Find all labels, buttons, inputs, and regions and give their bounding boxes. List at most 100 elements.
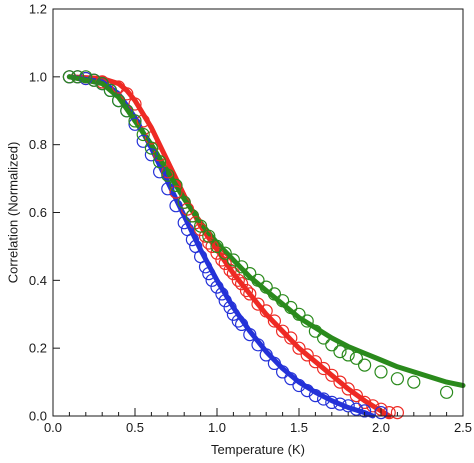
data-point-1 [128,117,142,131]
data-point-1 [267,356,281,370]
data-point-1 [198,260,213,274]
data-point-0 [202,236,216,250]
data-point-2 [243,267,257,281]
data-point-2 [136,127,150,142]
data-point-1 [231,314,245,328]
data-point-0 [218,256,232,270]
data-point-2 [341,348,355,362]
data-point-2 [226,253,240,267]
data-point-1 [358,404,372,418]
data-point-0 [210,246,224,260]
data-point-1 [276,365,290,379]
data-point-0 [284,331,298,345]
data-point-0 [382,406,396,420]
data-point-2 [103,83,118,98]
data-point-2 [333,345,347,359]
data-point-0 [136,114,150,128]
y-tick-label: 0.2 [29,341,47,356]
fit-line-0 [66,74,392,419]
data-point-0 [325,368,339,382]
data-point-1 [341,399,355,413]
data-point-0 [358,395,372,409]
y-tick-label: 1.2 [29,2,47,17]
data-point-2 [349,351,363,365]
data-point-1 [205,273,219,287]
data-point-1 [284,372,298,386]
data-point-2 [235,260,249,274]
y-tick-label: 0.0 [29,409,47,424]
data-point-0 [120,87,134,101]
data-point-1 [153,165,167,179]
data-point-0 [341,382,355,396]
data-point-1 [374,406,388,420]
data-point-1 [317,392,331,406]
data-point-0 [292,341,306,355]
fit-line-2 [66,74,466,388]
x-tick-label: 2.5 [454,420,472,435]
data-point-0 [231,273,245,287]
x-axis-label: Temperature (K) [211,442,305,457]
data-point-0 [169,185,183,199]
data-point-0 [317,361,331,376]
data-point-0 [349,389,363,403]
plot-frame [52,8,464,417]
data-point-1 [177,216,191,230]
data-point-2 [374,365,388,379]
data-point-2 [153,155,167,169]
data-point-1 [218,294,232,308]
data-point-2 [87,73,101,87]
data-point-2 [317,331,331,345]
data-point-0 [251,297,265,311]
data-point-2 [267,287,281,301]
data-point-2 [70,70,85,84]
data-point-1 [243,328,257,342]
data-point-0 [390,406,404,420]
data-point-0 [153,148,167,162]
data-point-2 [161,168,175,182]
data-point-2 [218,246,232,260]
data-point-2 [210,239,224,253]
data-point-1 [215,287,229,301]
data-point-1 [144,148,158,162]
data-point-1 [251,338,265,352]
data-point-0 [259,304,273,318]
x-tick-label: 0.5 [126,420,144,435]
data-point-0 [276,324,290,338]
data-point-2 [185,209,199,223]
data-point-2 [390,372,404,386]
x-tick-label: 0.0 [44,420,62,435]
data-point-0 [205,239,219,253]
data-point-0 [226,267,240,281]
x-tick-label: 2.0 [372,420,390,435]
data-point-2 [194,219,208,233]
data-point-2 [128,114,142,128]
data-point-0 [194,222,208,237]
data-point-2 [308,324,322,338]
y-tick-label: 0.6 [29,205,47,220]
y-axis: 0.0 0.2 0.4 0.6 0.8 1.0 1.2 [29,2,60,424]
x-axis: 0.0 0.5 1.0 1.5 2.0 2.5 [44,408,472,435]
data-point-2 [300,314,314,328]
data-point-0 [300,348,314,362]
data-point-1 [308,389,322,403]
data-point-1 [325,395,339,409]
data-point-2 [276,294,290,308]
data-point-0 [267,314,281,328]
data-point-2 [202,229,216,243]
data-point-1 [169,199,183,213]
data-point-2 [284,300,298,315]
data-point-2 [292,307,306,321]
data-point-2 [251,273,265,287]
data-point-1 [185,233,199,247]
data-point-2 [407,375,421,389]
data-point-2 [111,93,126,108]
data-point-0 [111,80,126,94]
y-tick-label: 0.8 [29,137,47,152]
data-point-0 [161,165,175,179]
data-point-0 [308,355,322,369]
data-point-1 [136,134,150,148]
data-point-0 [333,375,347,389]
data-point-1 [202,267,216,281]
data-point-1 [333,397,347,411]
